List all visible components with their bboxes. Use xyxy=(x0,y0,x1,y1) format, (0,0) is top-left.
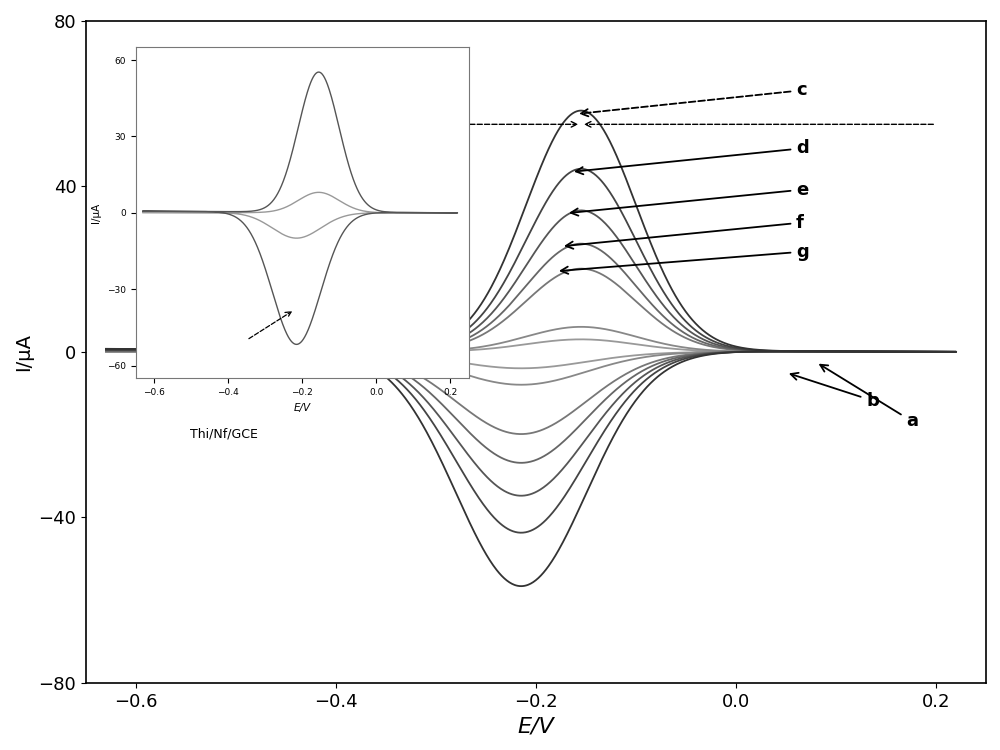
Text: g: g xyxy=(561,243,809,274)
Y-axis label: I/μA: I/μA xyxy=(14,333,33,370)
Text: d: d xyxy=(576,140,809,174)
Text: Thi/Nf/GCE: Thi/Nf/GCE xyxy=(190,428,257,441)
Text: e: e xyxy=(571,181,808,216)
Text: a: a xyxy=(820,364,918,430)
Text: f: f xyxy=(566,214,804,249)
Text: c: c xyxy=(581,81,807,116)
X-axis label: E/V: E/V xyxy=(518,716,554,736)
Text: b: b xyxy=(791,373,879,410)
